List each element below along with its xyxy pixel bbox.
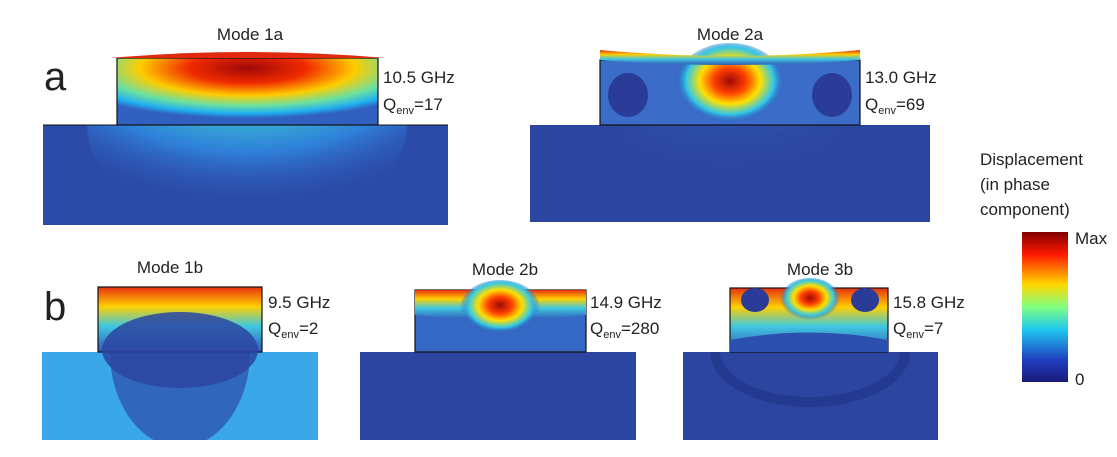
mode-panel: Mode 2b 14.9 GHz Qenv=280	[360, 260, 662, 440]
panel-label: a	[44, 55, 67, 99]
mode-panel: Mode 3b 15.8 GHz Qenv=7	[683, 260, 965, 440]
colorbar-min: 0	[1075, 370, 1084, 389]
colorbar-max: Max	[1075, 229, 1108, 248]
q-factor: Qenv=2	[268, 319, 318, 341]
mode-panel: Mode 1a 10.5 GHz Qenv=17	[43, 25, 455, 225]
q-factor: Qenv=69	[865, 95, 925, 117]
mode-title: Mode 1a	[217, 25, 284, 44]
text-part: =69	[896, 95, 925, 114]
q-factor: Qenv=7	[893, 319, 943, 341]
text-part: =2	[299, 319, 318, 338]
colorbar-title: component)	[980, 200, 1070, 219]
mode-panel: Mode 2a 13.0 GHz Qenv=69	[530, 25, 937, 222]
text-part: Q	[268, 319, 281, 338]
colorbar: Displacement (in phase component) Max 0	[980, 150, 1108, 389]
text-part: env	[281, 329, 299, 341]
frequency: 15.8 GHz	[893, 293, 965, 312]
colorbar-title: Displacement	[980, 150, 1083, 169]
q-factor: Qenv=280	[590, 319, 659, 341]
mode-title: Mode 2b	[472, 260, 538, 279]
mode-title: Mode 2a	[697, 25, 764, 44]
text-part: env	[906, 329, 924, 341]
panel-label: b	[44, 285, 66, 329]
text-part: env	[396, 105, 414, 117]
frequency: 9.5 GHz	[268, 293, 330, 312]
mode-title: Mode 1b	[137, 258, 203, 277]
text-part: Q	[590, 319, 603, 338]
frequency: 10.5 GHz	[383, 68, 455, 87]
text-part: =7	[924, 319, 943, 338]
text-part: =17	[414, 95, 443, 114]
q-factor: Qenv=17	[383, 95, 443, 117]
text-part: Q	[893, 319, 906, 338]
frequency: 13.0 GHz	[865, 68, 937, 87]
text-part: Q	[865, 95, 878, 114]
text-part: Q	[383, 95, 396, 114]
colorbar-title: (in phase	[980, 175, 1050, 194]
mode-title: Mode 3b	[787, 260, 853, 279]
frequency: 14.9 GHz	[590, 293, 662, 312]
text-part: env	[603, 329, 621, 341]
text-part: =280	[621, 319, 659, 338]
text-part: env	[878, 105, 896, 117]
mode-panel: Mode 1b 9.5 GHz Qenv=2	[42, 258, 330, 440]
